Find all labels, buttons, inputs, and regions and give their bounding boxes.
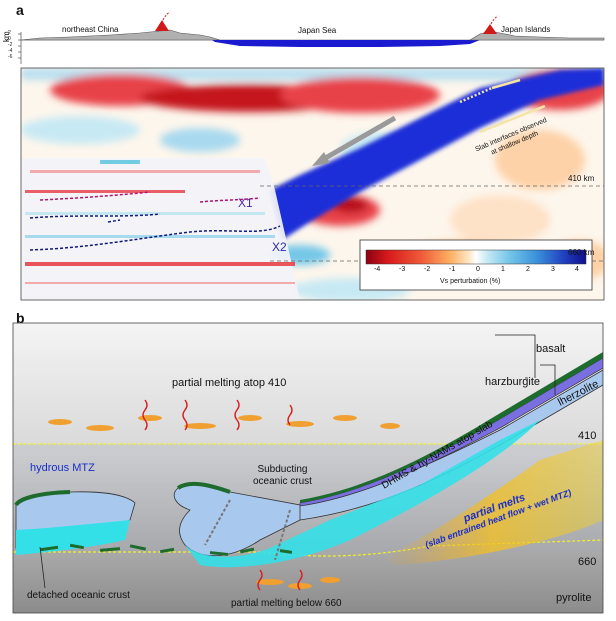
depth-410-b: 410 bbox=[578, 430, 597, 442]
colorbar-tick: -4 bbox=[374, 266, 381, 273]
topo-tick: -4 bbox=[8, 48, 13, 54]
topo-tick: 2 bbox=[8, 30, 11, 36]
partial-melting-660-label: partial melting below 660 bbox=[231, 598, 342, 609]
colorbar-tick: 4 bbox=[575, 266, 579, 273]
panel-a-figure bbox=[18, 11, 605, 301]
volcano-icon bbox=[155, 20, 169, 31]
x2-label: X2 bbox=[272, 240, 287, 254]
topo-tick: -6 bbox=[8, 54, 13, 60]
detached-crust-label: detached oceanic crust bbox=[27, 590, 130, 601]
hydrous-mtz-label: hydrous MTZ bbox=[30, 462, 95, 474]
basalt-label: basalt bbox=[536, 343, 566, 355]
colorbar-tick: 3 bbox=[551, 266, 555, 273]
colorbar-tick: 2 bbox=[526, 266, 530, 273]
colorbar-tick: -3 bbox=[399, 266, 406, 273]
partial-melting-410-label: partial melting atop 410 bbox=[172, 377, 287, 389]
region-northeast-china: northeast China bbox=[62, 25, 119, 34]
colorbar-tick: -1 bbox=[449, 266, 456, 273]
region-japan-islands: Japan Islands bbox=[501, 25, 551, 34]
panel-a-label: a bbox=[16, 2, 24, 18]
subducting-line2: oceanic crust bbox=[253, 476, 312, 487]
pyrolite-label: pyrolite bbox=[556, 592, 592, 604]
topography-profile bbox=[20, 11, 605, 47]
subducting-label: Subducting oceanic crust bbox=[253, 464, 312, 488]
depth-660-b: 660 bbox=[578, 556, 597, 568]
topo-km-axis bbox=[18, 32, 22, 64]
depth-410-label: 410 km bbox=[568, 174, 595, 183]
x1-label: X1 bbox=[238, 196, 253, 210]
volcano-icon bbox=[483, 24, 497, 34]
harzburgite-label: harzburgite bbox=[485, 376, 541, 388]
subducting-line1: Subducting bbox=[257, 464, 308, 475]
colorbar-tick: 1 bbox=[501, 266, 505, 273]
topo-tick-labels: 2 0 -2 -4 -6 bbox=[8, 30, 12, 60]
topo-tick: -2 bbox=[8, 42, 13, 48]
colorbar-tick: -2 bbox=[424, 266, 431, 273]
colorbar bbox=[359, 239, 593, 291]
depth-660-label: 660 km bbox=[568, 248, 595, 257]
region-japan-sea: Japan Sea bbox=[298, 26, 337, 35]
colorbar-title: Vs perturbation (%) bbox=[440, 278, 501, 285]
topo-tick: 0 bbox=[8, 36, 11, 42]
panel-b-label: b bbox=[16, 310, 25, 326]
colorbar-tick: 0 bbox=[476, 266, 480, 273]
